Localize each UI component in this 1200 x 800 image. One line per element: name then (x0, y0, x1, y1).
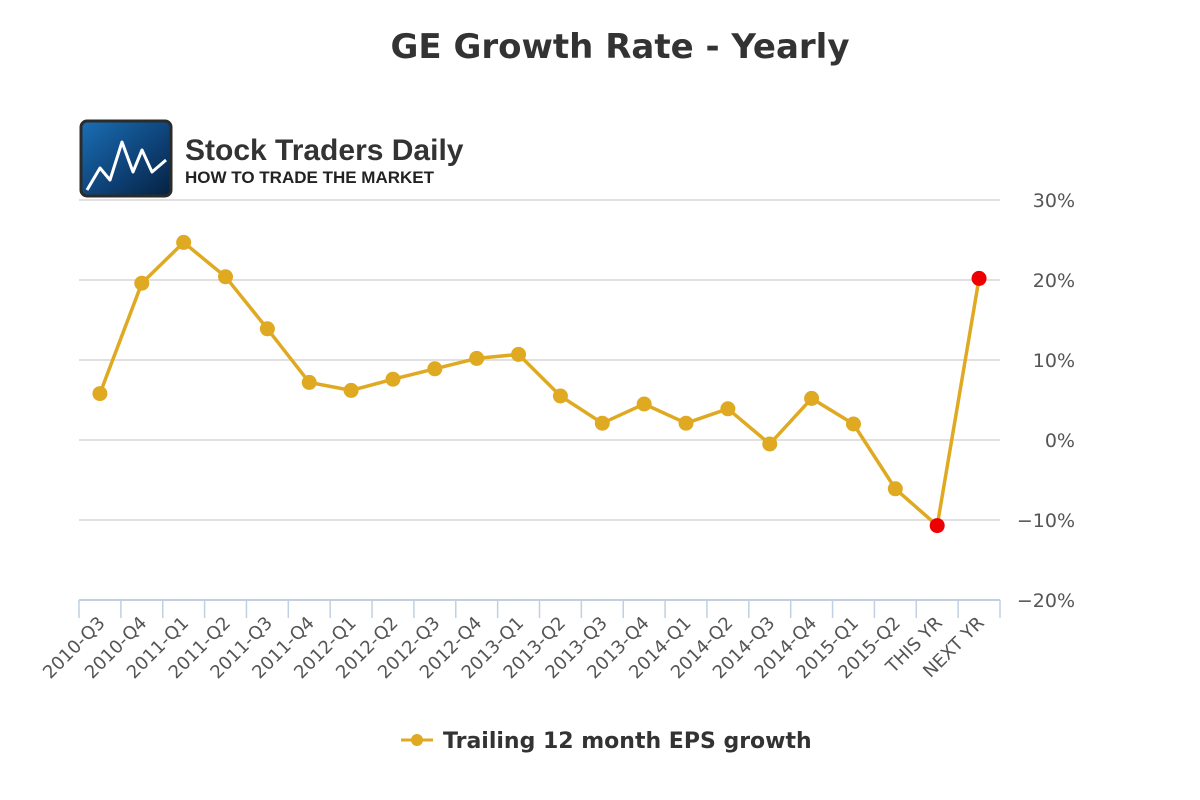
data-point[interactable] (134, 275, 150, 291)
data-point[interactable] (218, 269, 234, 285)
data-point[interactable] (92, 386, 108, 402)
legend-label: Trailing 12 month EPS growth (443, 729, 812, 754)
data-point[interactable] (511, 346, 527, 362)
data-point[interactable] (301, 374, 317, 390)
data-point[interactable] (971, 270, 987, 286)
grid-lines (79, 199, 1000, 521)
legend[interactable]: Trailing 12 month EPS growth (401, 729, 812, 754)
data-point[interactable] (929, 518, 945, 534)
y-tick-label: 10% (1033, 350, 1075, 372)
y-tick-label: 30% (1033, 190, 1075, 212)
y-tick-label: −20% (1017, 590, 1075, 612)
y-tick-label: −10% (1017, 510, 1075, 532)
data-point[interactable] (636, 396, 652, 412)
stock-traders-daily-logo: Stock Traders Daily HOW TO TRADE THE MAR… (79, 119, 464, 198)
chart-title: GE Growth Rate - Yearly (390, 27, 849, 67)
legend-marker (411, 734, 423, 746)
data-point[interactable] (845, 416, 861, 432)
y-tick-label: 20% (1033, 270, 1075, 292)
logo-name: Stock Traders Daily (185, 134, 464, 167)
y-axis-labels: 30% 20% 10% 0% −10% −20% (1017, 190, 1075, 612)
data-point[interactable] (259, 321, 275, 337)
data-point[interactable] (678, 415, 694, 431)
series-eps-growth (92, 234, 987, 534)
logo-chart-line-icon (85, 140, 167, 191)
data-point[interactable] (343, 382, 359, 398)
data-point[interactable] (469, 350, 485, 366)
data-point[interactable] (720, 401, 736, 417)
data-point[interactable] (552, 388, 568, 404)
data-point[interactable] (427, 361, 443, 377)
logo-tagline: HOW TO TRADE THE MARKET (185, 168, 435, 187)
series-line (98, 240, 981, 528)
data-point[interactable] (176, 234, 192, 250)
y-tick-label: 0% (1045, 430, 1075, 452)
logo-box (79, 119, 173, 198)
data-point[interactable] (762, 436, 778, 452)
data-point[interactable] (804, 390, 820, 406)
data-point[interactable] (594, 415, 610, 431)
x-axis: 2010-Q32010-Q42011-Q12011-Q22011-Q32011-… (39, 599, 1001, 683)
data-point[interactable] (385, 371, 401, 387)
data-point[interactable] (887, 481, 903, 497)
